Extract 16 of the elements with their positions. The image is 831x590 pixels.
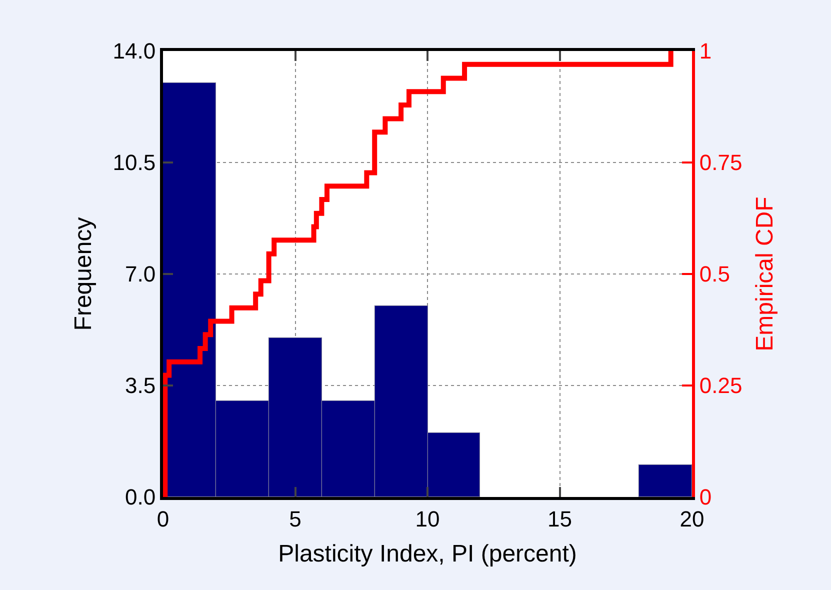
y2-tick-label: 0.75 [699,150,742,176]
y-tick-label: 0.0 [125,484,156,510]
y-tick-label: 3.5 [125,373,156,398]
x-tick-label: 5 [289,506,302,532]
y-tick-label: 7.0 [125,262,156,287]
x-tick-label: 15 [548,506,572,532]
y2-tick-label: 0.5 [699,262,730,287]
x-tick-label: 10 [415,506,440,532]
y-tick-label: 14.0 [112,38,156,64]
y2-axis-title: Empirical CDF [752,196,779,352]
y2-tick-label: 0.25 [699,373,742,398]
y-tick-label: 10.5 [112,150,156,176]
y2-tick-label: 1 [699,38,712,64]
y-axis-title: Frequency [70,217,97,331]
x-axis-title: Plasticity Index, PI (percent) [278,540,577,568]
x-tick-label: 0 [156,506,170,532]
